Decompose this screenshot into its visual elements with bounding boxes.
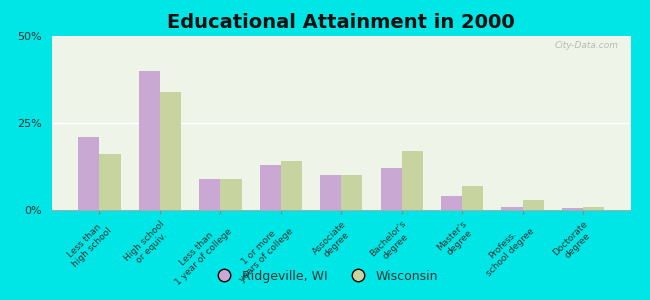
Legend: Ridgeville, WI, Wisconsin: Ridgeville, WI, Wisconsin <box>207 265 443 288</box>
Title: Educational Attainment in 2000: Educational Attainment in 2000 <box>168 13 515 32</box>
Bar <box>583 206 605 210</box>
Bar <box>99 154 121 210</box>
Bar <box>380 168 402 210</box>
Text: City-Data.com: City-Data.com <box>555 41 619 50</box>
Bar <box>78 137 99 210</box>
Bar <box>281 161 302 210</box>
Bar <box>562 208 583 210</box>
Bar <box>138 71 160 210</box>
Bar <box>523 200 544 210</box>
Bar <box>441 196 462 210</box>
Bar <box>199 179 220 210</box>
Bar <box>341 175 363 210</box>
Bar <box>259 165 281 210</box>
Bar <box>501 206 523 210</box>
Bar <box>160 92 181 210</box>
Bar <box>320 175 341 210</box>
Bar <box>220 179 242 210</box>
Bar <box>462 186 484 210</box>
Bar <box>402 151 423 210</box>
